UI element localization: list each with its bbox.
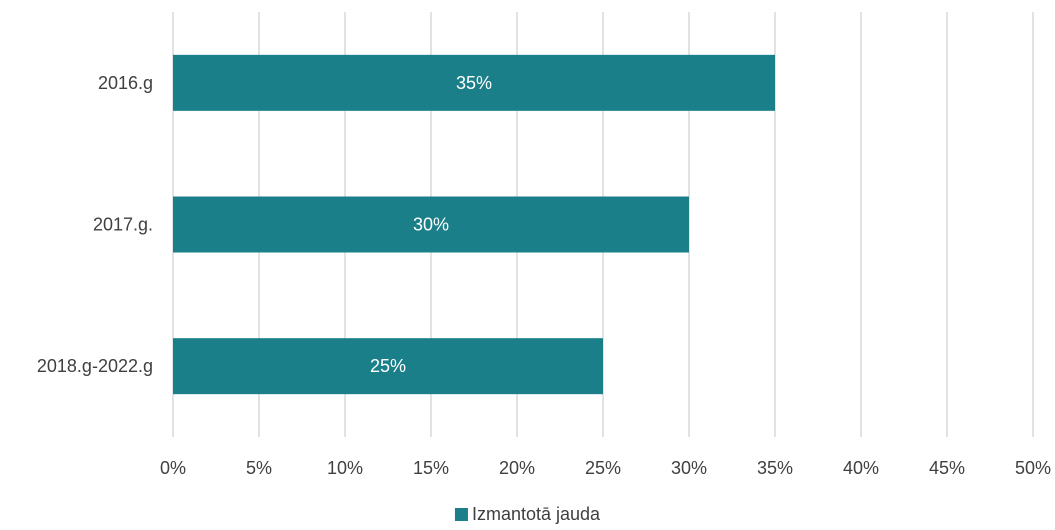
x-tick-label-8: 40% — [843, 458, 879, 478]
x-tick-label-9: 45% — [929, 458, 965, 478]
x-tick-label-6: 30% — [671, 458, 707, 478]
category-label-1: 2016.g — [98, 73, 153, 93]
category-label-3: 2018.g-2022.g — [37, 356, 153, 376]
legend-label: Izmantotā jauda — [472, 504, 601, 524]
x-tick-label-3: 15% — [413, 458, 449, 478]
bar-1 — [173, 54, 775, 111]
x-tick-label-4: 20% — [499, 458, 535, 478]
bar-2 — [173, 196, 689, 253]
legend-swatch — [454, 508, 468, 521]
x-tick-label-5: 25% — [585, 458, 621, 478]
x-tick-label-0: 0% — [160, 458, 186, 478]
x-tick-label-7: 35% — [757, 458, 793, 478]
data-label-1: 35% — [456, 73, 492, 93]
data-label-2: 30% — [413, 215, 449, 235]
x-tick-label-2: 10% — [327, 458, 363, 478]
bar-3 — [173, 338, 603, 395]
data-label-3: 25% — [370, 356, 406, 376]
x-tick-label-10: 50% — [1015, 458, 1051, 478]
x-tick-label-1: 5% — [246, 458, 272, 478]
category-label-2: 2017.g. — [93, 215, 153, 235]
